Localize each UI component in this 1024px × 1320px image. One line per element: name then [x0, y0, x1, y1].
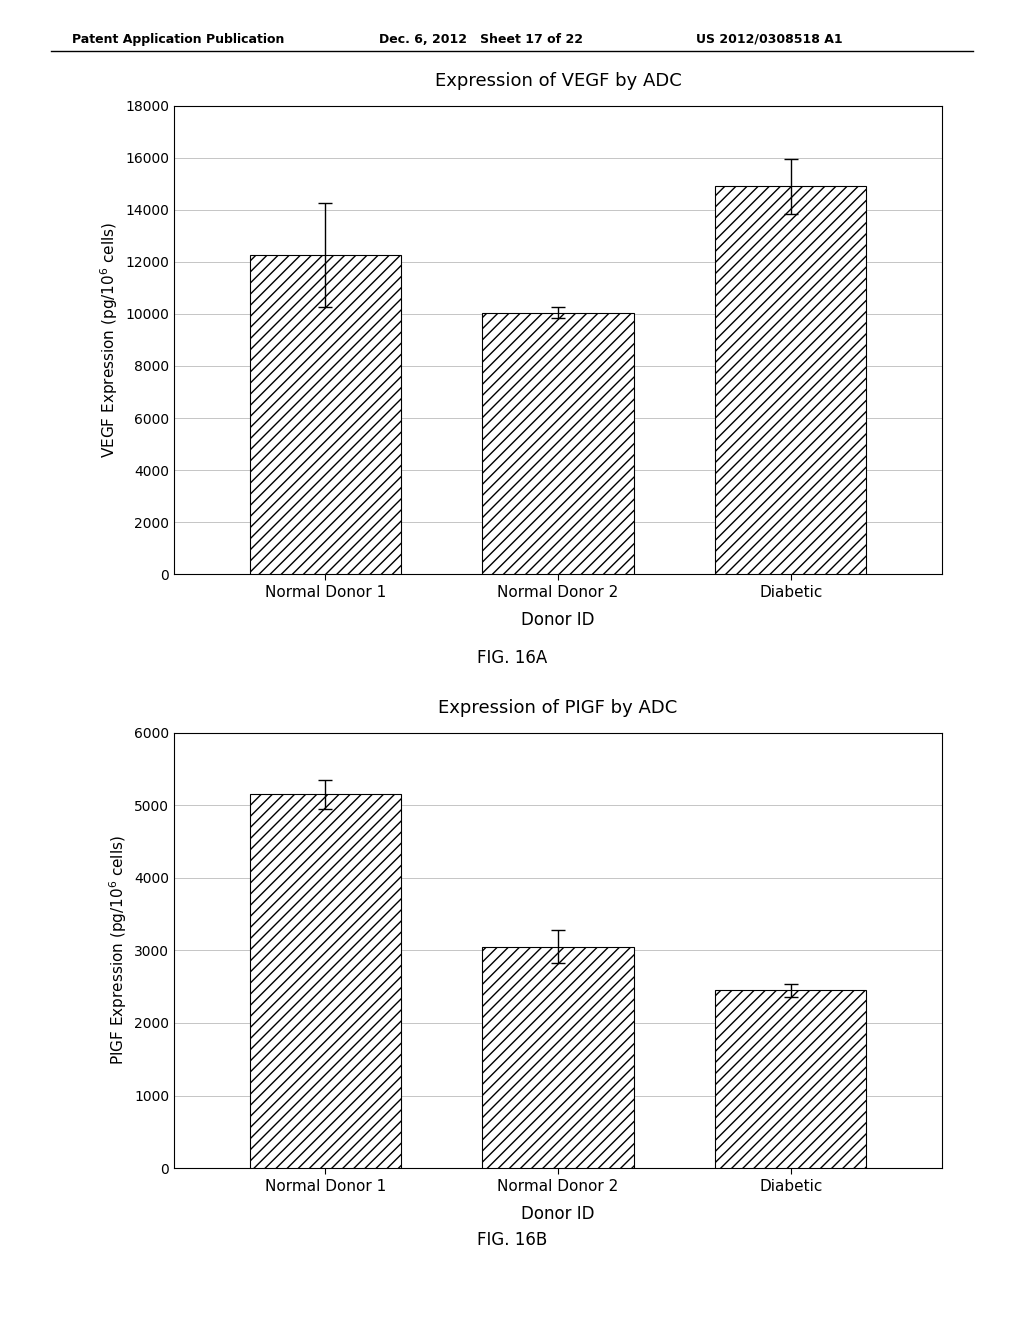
- Text: FIG. 16B: FIG. 16B: [477, 1230, 547, 1249]
- Bar: [715, 990, 866, 1168]
- Text: FIG. 16A: FIG. 16A: [477, 648, 547, 667]
- Text: Dec. 6, 2012   Sheet 17 of 22: Dec. 6, 2012 Sheet 17 of 22: [379, 33, 583, 46]
- Title: Expression of VEGF by ADC: Expression of VEGF by ADC: [435, 73, 681, 90]
- Title: Expression of PIGF by ADC: Expression of PIGF by ADC: [438, 700, 678, 717]
- Y-axis label: PIGF Expression (pg/10$^6$ cells): PIGF Expression (pg/10$^6$ cells): [106, 836, 129, 1065]
- Bar: [482, 946, 634, 1168]
- Text: US 2012/0308518 A1: US 2012/0308518 A1: [696, 33, 843, 46]
- Bar: [250, 795, 401, 1168]
- Bar: [482, 313, 634, 574]
- Bar: [250, 255, 401, 574]
- Bar: [715, 186, 866, 574]
- Text: Patent Application Publication: Patent Application Publication: [72, 33, 284, 46]
- X-axis label: Donor ID: Donor ID: [521, 611, 595, 628]
- X-axis label: Donor ID: Donor ID: [521, 1205, 595, 1222]
- Y-axis label: VEGF Expression (pg/10$^6$ cells): VEGF Expression (pg/10$^6$ cells): [98, 222, 120, 458]
